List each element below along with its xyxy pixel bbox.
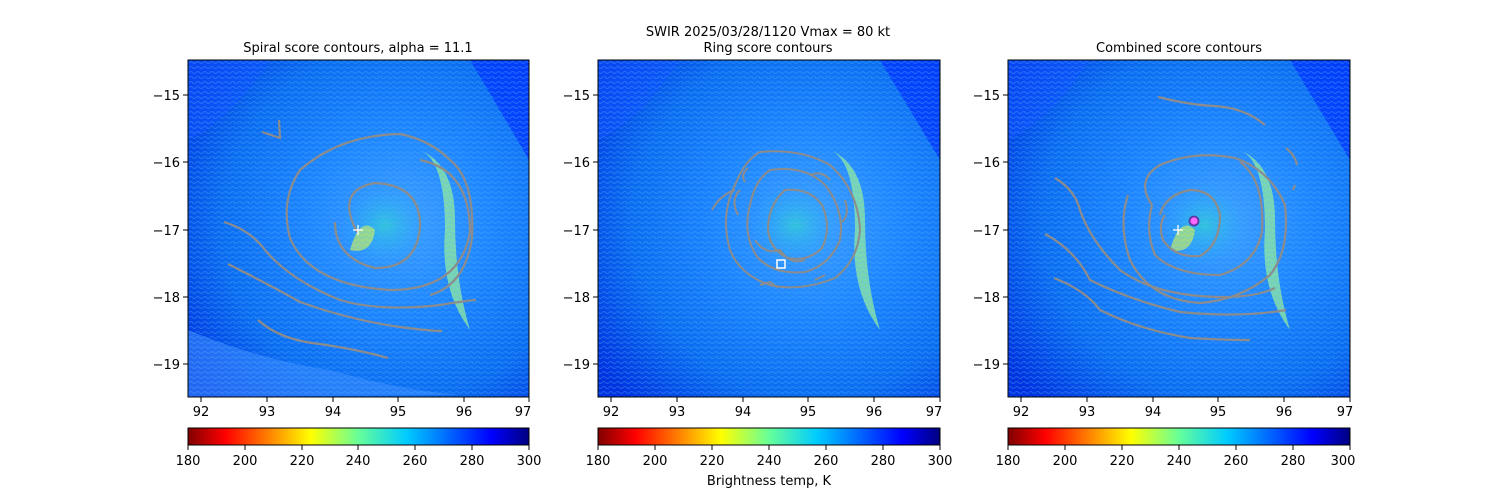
colorbar-tick-label: 260	[1224, 454, 1249, 469]
colorbar-tick-label: 280	[871, 454, 896, 469]
figure-suptitle: SWIR 2025/03/28/1120 Vmax = 80 kt	[646, 25, 890, 40]
colorbar-tick-label: 180	[996, 454, 1021, 469]
colorbar-tick-label: 300	[517, 454, 542, 469]
panel-ring-center-marker	[776, 259, 786, 269]
colorbar-tick-label: 260	[403, 454, 428, 469]
x-tick-label: 93	[1079, 405, 1096, 420]
colorbar-tick-label: 240	[1167, 454, 1192, 469]
panel-combined-y-ticks: −15 −16 −17 −18 −19	[973, 89, 1008, 373]
colorbar-tick-label: 220	[290, 454, 315, 469]
y-tick-label: −18	[973, 291, 1000, 306]
colorbar-tick-label: 180	[176, 454, 201, 469]
y-tick-label: −19	[563, 358, 590, 373]
panel-combined-title: Combined score contours	[1096, 41, 1262, 56]
x-tick-label: 95	[390, 405, 407, 420]
panel-spiral-title: Spiral score contours, alpha = 11.1	[243, 41, 472, 56]
colorbar-tick-label: 180	[586, 454, 611, 469]
x-tick-label: 96	[456, 405, 473, 420]
panel-combined-center-marker	[1188, 215, 1200, 227]
panel-combined: Combined score contours −15	[973, 41, 1356, 469]
y-tick-label: −17	[153, 224, 180, 239]
colorbar-tick-label: 280	[1281, 454, 1306, 469]
x-tick-label: 92	[193, 405, 210, 420]
panel-combined-image	[1007, 59, 1351, 398]
panel-spiral-y-ticks: −15 −16 −17 −18 −19	[153, 89, 188, 373]
panel-spiral-colorbar: 180 200 220 240 260 280 300	[176, 427, 542, 469]
colorbar-tick-label: 200	[233, 454, 258, 469]
colorbar-tick-label: 200	[643, 454, 668, 469]
y-tick-label: −17	[563, 224, 590, 239]
colorbar-tick-label: 300	[1331, 454, 1356, 469]
panel-combined-colorbar: 180 200 220 240 260 280 300	[996, 427, 1356, 469]
colorbar-tick-label: 220	[700, 454, 725, 469]
y-tick-label: −15	[153, 89, 180, 104]
x-tick-label: 93	[259, 405, 276, 420]
x-tick-label: 94	[1145, 405, 1162, 420]
y-tick-label: −19	[973, 358, 1000, 373]
x-tick-label: 95	[1210, 405, 1227, 420]
x-tick-label: 96	[1276, 405, 1293, 420]
y-tick-label: −16	[153, 156, 180, 171]
colorbar-tick-label: 240	[757, 454, 782, 469]
panel-ring-x-ticks: 92 93 94 95 96 97	[603, 397, 943, 420]
panel-ring-contours	[711, 150, 862, 289]
y-tick-label: −16	[973, 156, 1000, 171]
panel-spiral: Spiral score contours, alpha = 11.1	[153, 41, 542, 469]
panel-ring-title: Ring score contours	[703, 41, 832, 56]
panel-spiral-center-marker	[353, 225, 363, 235]
panel-spiral-contours	[223, 119, 477, 360]
panel-combined-x-ticks: 92 93 94 95 96 97	[1013, 397, 1354, 420]
colorbar-tick-label: 200	[1053, 454, 1078, 469]
y-tick-label: −17	[973, 224, 1000, 239]
x-tick-label: 97	[1337, 405, 1354, 420]
x-tick-label: 97	[515, 405, 532, 420]
x-tick-label: 95	[800, 405, 817, 420]
panel-combined-secondary-marker	[1173, 225, 1183, 235]
panel-spiral-x-ticks: 92 93 94 95 96 97	[193, 397, 532, 420]
x-tick-label: 96	[866, 405, 883, 420]
colorbar-tick-label: 280	[460, 454, 485, 469]
y-tick-label: −15	[563, 89, 590, 104]
colorbar-tick-label: 220	[1110, 454, 1135, 469]
panel-ring-y-ticks: −15 −16 −17 −18 −19	[563, 89, 598, 373]
colorbar-tick-label: 240	[346, 454, 371, 469]
x-tick-label: 94	[735, 405, 752, 420]
x-tick-label: 92	[1013, 405, 1030, 420]
panel-ring-colorbar: 180 200 220 240 260 280 300 Brightness t…	[586, 427, 953, 489]
x-tick-label: 93	[669, 405, 686, 420]
y-tick-label: −16	[563, 156, 590, 171]
x-tick-label: 97	[926, 405, 943, 420]
y-tick-label: −18	[563, 291, 590, 306]
y-tick-label: −18	[153, 291, 180, 306]
x-tick-label: 94	[325, 405, 342, 420]
colorbar-tick-label: 260	[814, 454, 839, 469]
colorbar-tick-label: 300	[928, 454, 953, 469]
x-tick-label: 92	[603, 405, 620, 420]
y-tick-label: −19	[153, 358, 180, 373]
colorbar-label: Brightness temp, K	[707, 474, 832, 489]
panel-ring: Ring score contours −15 −16 −17 −18 −19	[563, 41, 953, 489]
y-tick-label: −15	[973, 89, 1000, 104]
panel-combined-contours	[1044, 95, 1299, 342]
